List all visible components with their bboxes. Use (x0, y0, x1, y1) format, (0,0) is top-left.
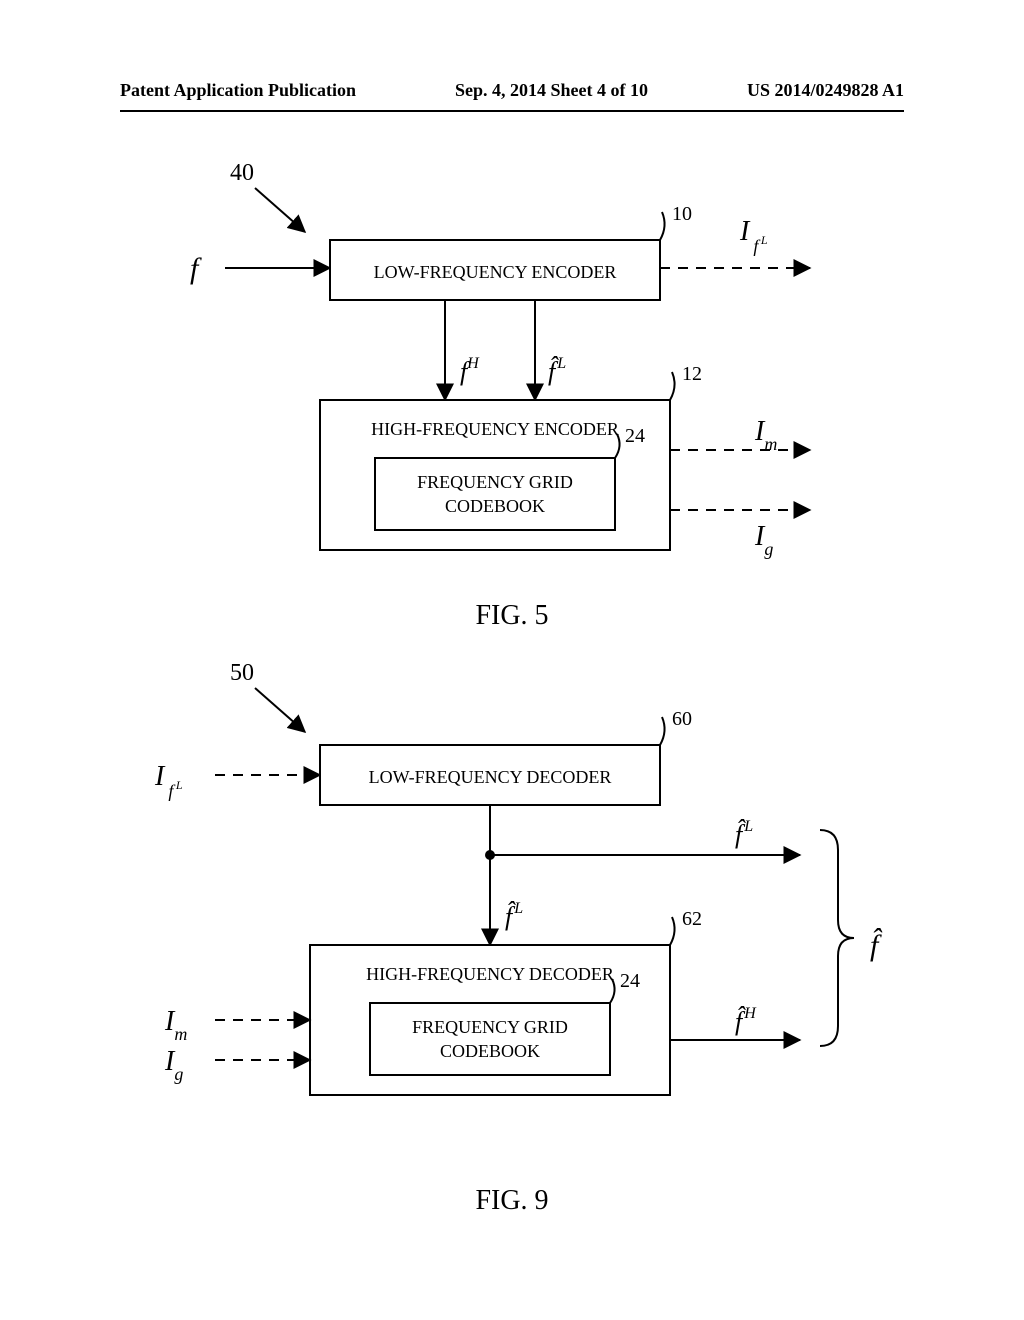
fig5-ref24: 24 (625, 425, 645, 447)
fig5-svg: 40 f LOW-FREQUENCY ENCODER 10 I f L fH f… (0, 140, 1024, 620)
fig9-in-ig-label: Ig (164, 1046, 183, 1084)
fig5-codebook-label1: FREQUENCY GRID (417, 472, 573, 492)
header-rule (120, 110, 904, 112)
fig5-ref12-line (670, 372, 675, 400)
fig9-pointer-arrow (255, 688, 305, 732)
header-right: US 2014/0249828 A1 (747, 80, 904, 101)
fig5-ref10-line (660, 212, 665, 240)
fig9-in-ifl-label: I f L (154, 761, 183, 801)
fig9-codebook-label2: CODEBOOK (440, 1041, 540, 1061)
fig5-fh-label: fH (460, 355, 480, 386)
page-header: Patent Application Publication Sep. 4, 2… (0, 80, 1024, 101)
fig9-out-fl-label: f̂L (735, 818, 753, 849)
fig9-ref62-line (670, 917, 675, 945)
fig9-brace (820, 830, 854, 1046)
fig5-pointer-label: 40 (230, 160, 254, 186)
fig5-low-encoder-label: LOW-FREQUENCY ENCODER (374, 262, 617, 282)
fig5-high-encoder-label: HIGH-FREQUENCY ENCODER (371, 419, 619, 439)
header-left: Patent Application Publication (120, 80, 356, 101)
fig5-caption: FIG. 5 (0, 600, 1024, 632)
fig9-high-decoder-label: HIGH-FREQUENCY DECODER (366, 964, 614, 984)
fig5-out-im-label: Im (754, 416, 777, 454)
fig9-ref60: 60 (672, 708, 692, 730)
fig5-out-ig-label: Ig (754, 521, 773, 559)
fig5-fl-label: f̂L (548, 355, 566, 386)
fig5-ref10: 10 (672, 203, 692, 225)
fig5-codebook-label2: CODEBOOK (445, 496, 545, 516)
fig9-svg: 50 I f L LOW-FREQUENCY DECODER 60 f̂L f̂… (0, 645, 1024, 1175)
fig9-codebook-label1: FREQUENCY GRID (412, 1017, 568, 1037)
fig9-mid-fl-label: f̂L (505, 900, 523, 931)
page: Patent Application Publication Sep. 4, 2… (0, 0, 1024, 1320)
fig5-ref12: 12 (682, 363, 702, 385)
fig5-codebook-block (375, 458, 615, 530)
fig9-ref62: 62 (682, 908, 702, 930)
fig5-out-ifl-sub: f L (753, 233, 768, 256)
fig9-pointer-label: 50 (230, 660, 254, 686)
fig5-pointer-arrow (255, 188, 305, 232)
fig5-input-f: f (190, 252, 202, 285)
fig9-caption: FIG. 9 (0, 1185, 1024, 1217)
fig9-in-im-label: Im (164, 1006, 187, 1044)
fig9-combined-label: f̂ (870, 928, 883, 962)
fig5-out-ifl-label: I f L (739, 216, 768, 256)
fig9-ref60-line (660, 717, 665, 745)
fig9-codebook-block (370, 1003, 610, 1075)
header-center: Sep. 4, 2014 Sheet 4 of 10 (455, 80, 648, 101)
fig9-ref24: 24 (620, 970, 640, 992)
fig9-low-decoder-label: LOW-FREQUENCY DECODER (369, 767, 612, 787)
fig9-out-fh-label: f̂H (735, 1005, 757, 1036)
